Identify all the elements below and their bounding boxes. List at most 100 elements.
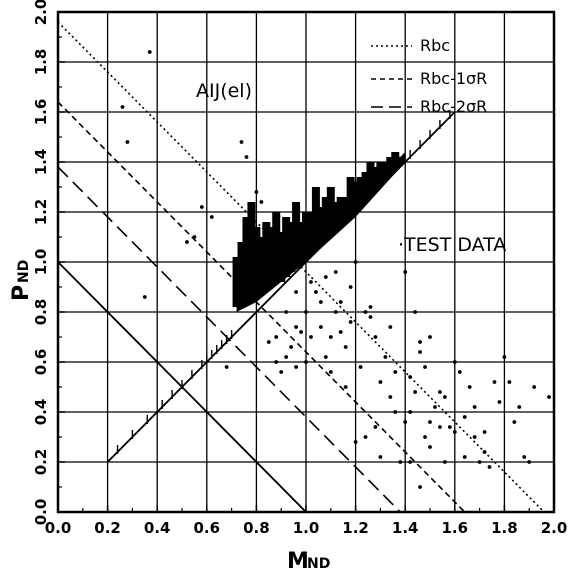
data-point bbox=[373, 335, 378, 339]
data-point bbox=[423, 435, 427, 439]
data-point bbox=[418, 340, 422, 344]
dense-band-bar bbox=[331, 202, 340, 227]
dense-band-bar bbox=[302, 212, 310, 257]
data-point bbox=[368, 315, 373, 319]
x-tick-label: 1.6 bbox=[442, 519, 469, 537]
data-point bbox=[383, 355, 388, 359]
data-point bbox=[447, 425, 452, 429]
data-point bbox=[323, 355, 328, 359]
data-point bbox=[274, 335, 279, 339]
annotation-title: AIJ(el) bbox=[196, 80, 252, 102]
data-point bbox=[532, 385, 537, 389]
x-tick-label: 0.6 bbox=[194, 519, 221, 537]
dense-band-bar bbox=[321, 197, 330, 237]
data-point bbox=[254, 190, 259, 194]
data-point bbox=[408, 460, 413, 464]
dense-band-bar bbox=[292, 202, 301, 267]
y-axis-title-sub: ND bbox=[16, 260, 32, 283]
data-point bbox=[318, 300, 323, 304]
data-point bbox=[527, 460, 532, 464]
y-tick-label: 2.0 bbox=[32, 0, 50, 25]
data-point bbox=[512, 420, 517, 424]
data-point bbox=[294, 325, 298, 329]
data-point bbox=[497, 400, 502, 404]
data-point bbox=[482, 430, 487, 434]
data-point bbox=[428, 445, 432, 449]
data-point bbox=[125, 140, 130, 144]
data-point bbox=[259, 200, 264, 204]
data-point bbox=[192, 235, 197, 239]
dense-band-bar bbox=[361, 172, 370, 197]
data-point bbox=[428, 420, 432, 424]
dense-band-bar bbox=[287, 222, 296, 272]
data-point bbox=[284, 310, 289, 314]
dense-band-bar bbox=[391, 152, 400, 167]
data-point bbox=[408, 375, 413, 379]
data-point bbox=[318, 325, 323, 329]
data-point bbox=[457, 370, 462, 374]
data-point bbox=[120, 105, 125, 109]
data-point bbox=[299, 330, 303, 334]
x-axis-title: M ND bbox=[287, 549, 330, 574]
data-point bbox=[363, 435, 368, 439]
data-point bbox=[348, 320, 353, 324]
dense-band-bar bbox=[381, 162, 390, 177]
x-tick-label: 0.2 bbox=[94, 519, 121, 537]
test-data-label: ·TEST DATA bbox=[398, 234, 506, 256]
data-point bbox=[304, 360, 308, 364]
dense-band-bar bbox=[366, 162, 375, 192]
grid bbox=[58, 12, 554, 512]
legend-label-rbc: Rbc bbox=[420, 36, 450, 55]
data-point bbox=[492, 380, 497, 384]
data-point bbox=[323, 275, 328, 279]
dense-band-bar bbox=[351, 182, 360, 207]
y-tick-label: 1.2 bbox=[32, 199, 50, 226]
data-point bbox=[328, 370, 333, 374]
data-point bbox=[353, 260, 358, 264]
data-point bbox=[393, 370, 398, 374]
data-point bbox=[147, 50, 152, 54]
y-axis-title: P ND bbox=[9, 260, 34, 301]
data-point bbox=[428, 335, 432, 339]
data-point bbox=[502, 355, 507, 359]
data-point bbox=[418, 485, 422, 489]
data-point bbox=[472, 435, 477, 439]
x-axis-title-main: M bbox=[287, 549, 309, 574]
x-axis-title-sub: ND bbox=[307, 556, 330, 572]
data-point bbox=[373, 425, 378, 429]
dense-band-bar bbox=[356, 177, 365, 202]
data-point bbox=[388, 395, 393, 399]
y-tick-label: 0.8 bbox=[32, 299, 50, 326]
y-tick-label: 1.8 bbox=[32, 49, 50, 76]
data-point bbox=[462, 455, 467, 459]
data-point bbox=[398, 460, 403, 464]
data-point bbox=[507, 380, 512, 384]
data-point bbox=[522, 455, 527, 459]
dense-band-bar bbox=[257, 237, 266, 292]
data-point bbox=[284, 355, 289, 359]
dense-band-bar bbox=[371, 167, 380, 187]
data-point bbox=[333, 270, 338, 274]
data-point bbox=[388, 325, 393, 329]
data-point bbox=[333, 310, 338, 314]
data-point bbox=[477, 460, 482, 464]
data-point bbox=[199, 205, 204, 209]
data-point bbox=[423, 365, 427, 369]
data-point bbox=[438, 390, 442, 394]
data-point bbox=[378, 380, 383, 384]
y-tick-label: 1.4 bbox=[32, 149, 50, 176]
data-point bbox=[294, 365, 298, 369]
x-tick-label: 2.0 bbox=[541, 519, 568, 537]
y-tick-label: 0.0 bbox=[32, 499, 50, 526]
dense-band-bar bbox=[272, 212, 281, 282]
data-point bbox=[244, 155, 249, 159]
data-point bbox=[418, 350, 422, 354]
data-point bbox=[209, 215, 214, 219]
data-point bbox=[547, 395, 551, 399]
data-point bbox=[393, 410, 398, 414]
x-tick-label: 1.0 bbox=[293, 519, 320, 537]
data-point bbox=[247, 220, 251, 224]
data-point bbox=[442, 395, 447, 399]
